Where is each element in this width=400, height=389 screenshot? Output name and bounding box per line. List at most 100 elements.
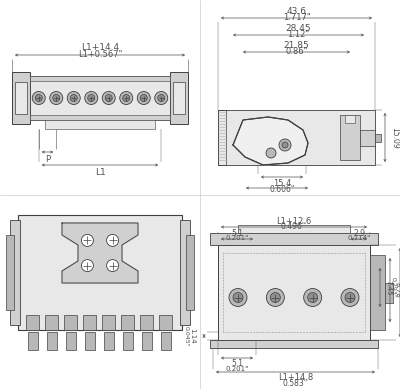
Text: 7.45: 7.45 — [385, 280, 391, 295]
Text: 0.114": 0.114" — [347, 235, 371, 241]
Circle shape — [53, 95, 60, 102]
Text: L1: L1 — [95, 168, 105, 177]
Bar — [30, 115, 170, 120]
Circle shape — [50, 91, 63, 105]
Text: 1.717": 1.717" — [283, 12, 310, 21]
Text: 0.201": 0.201" — [225, 235, 249, 241]
Text: 0.86": 0.86" — [285, 47, 308, 56]
Bar — [218, 110, 375, 165]
Circle shape — [282, 142, 288, 148]
Bar — [12, 72, 30, 124]
Text: L1+14.8: L1+14.8 — [278, 373, 313, 382]
Circle shape — [32, 91, 45, 105]
Circle shape — [102, 91, 115, 105]
Bar — [345, 115, 355, 123]
Text: 5.1: 5.1 — [231, 359, 243, 368]
Bar — [186, 235, 194, 310]
Circle shape — [70, 95, 77, 102]
Circle shape — [67, 91, 80, 105]
Bar — [102, 315, 115, 330]
Bar — [18, 215, 182, 330]
Bar — [238, 225, 350, 233]
Text: 0.496'': 0.496'' — [281, 221, 307, 231]
Text: L1+0.567": L1+0.567" — [78, 49, 122, 58]
Circle shape — [120, 91, 133, 105]
Circle shape — [123, 95, 130, 102]
Bar — [26, 315, 39, 330]
Text: 15.09: 15.09 — [390, 127, 400, 148]
Circle shape — [266, 148, 276, 158]
Text: 5.1: 5.1 — [231, 228, 243, 238]
Bar — [121, 315, 134, 330]
Circle shape — [85, 91, 98, 105]
Text: 1.12": 1.12" — [288, 30, 310, 39]
Bar — [45, 120, 155, 129]
Circle shape — [158, 95, 165, 102]
Circle shape — [279, 139, 291, 151]
Circle shape — [106, 235, 119, 246]
Bar — [218, 110, 226, 165]
Circle shape — [82, 259, 94, 272]
Bar — [173, 82, 185, 114]
Bar — [66, 332, 76, 350]
Bar — [83, 315, 96, 330]
Bar — [370, 255, 385, 330]
Text: L1+12.6: L1+12.6 — [276, 217, 312, 226]
Bar — [180, 220, 190, 325]
Bar — [30, 76, 170, 120]
Circle shape — [155, 91, 168, 105]
Bar — [210, 340, 378, 348]
Circle shape — [140, 95, 147, 102]
Circle shape — [82, 235, 94, 246]
Text: L1+14.4: L1+14.4 — [81, 42, 119, 51]
Bar — [30, 76, 170, 81]
Circle shape — [341, 289, 359, 307]
Circle shape — [35, 95, 42, 102]
Text: 0.583'': 0.583'' — [282, 378, 308, 387]
Text: 0.594": 0.594" — [399, 126, 400, 149]
Polygon shape — [62, 223, 138, 283]
Circle shape — [266, 289, 284, 307]
Text: 8.78: 8.78 — [395, 282, 400, 298]
Text: 1.14: 1.14 — [189, 328, 195, 344]
Bar — [161, 332, 171, 350]
Bar — [85, 332, 95, 350]
Circle shape — [345, 293, 355, 303]
Polygon shape — [233, 117, 308, 165]
Bar — [47, 332, 57, 350]
Text: 0.045": 0.045" — [184, 326, 188, 346]
Bar — [28, 332, 38, 350]
Text: P: P — [45, 154, 50, 163]
Circle shape — [233, 293, 243, 303]
Circle shape — [88, 95, 95, 102]
Text: 15.4: 15.4 — [273, 179, 291, 187]
Bar — [385, 282, 393, 303]
Bar — [360, 130, 375, 145]
Bar — [45, 315, 58, 330]
Text: 43.6: 43.6 — [286, 7, 306, 16]
Circle shape — [137, 91, 150, 105]
Text: 2.9: 2.9 — [353, 228, 365, 238]
Bar — [159, 315, 172, 330]
Bar — [64, 315, 77, 330]
Bar — [142, 332, 152, 350]
Bar — [123, 332, 133, 350]
Bar — [6, 235, 14, 310]
Circle shape — [270, 293, 280, 303]
Text: 28.45: 28.45 — [286, 23, 311, 33]
Circle shape — [105, 95, 112, 102]
Text: 0.606": 0.606" — [269, 184, 295, 193]
Bar — [170, 72, 188, 124]
Circle shape — [106, 259, 119, 272]
Circle shape — [308, 293, 318, 303]
Circle shape — [304, 289, 322, 307]
Bar — [340, 115, 360, 160]
Bar — [10, 220, 20, 325]
Text: 21.85: 21.85 — [284, 40, 309, 49]
Bar — [375, 133, 381, 142]
Text: 0.293": 0.293" — [390, 277, 396, 298]
Circle shape — [229, 289, 247, 307]
Bar — [15, 82, 27, 114]
Text: 0.201": 0.201" — [225, 366, 249, 372]
Bar — [210, 233, 378, 245]
